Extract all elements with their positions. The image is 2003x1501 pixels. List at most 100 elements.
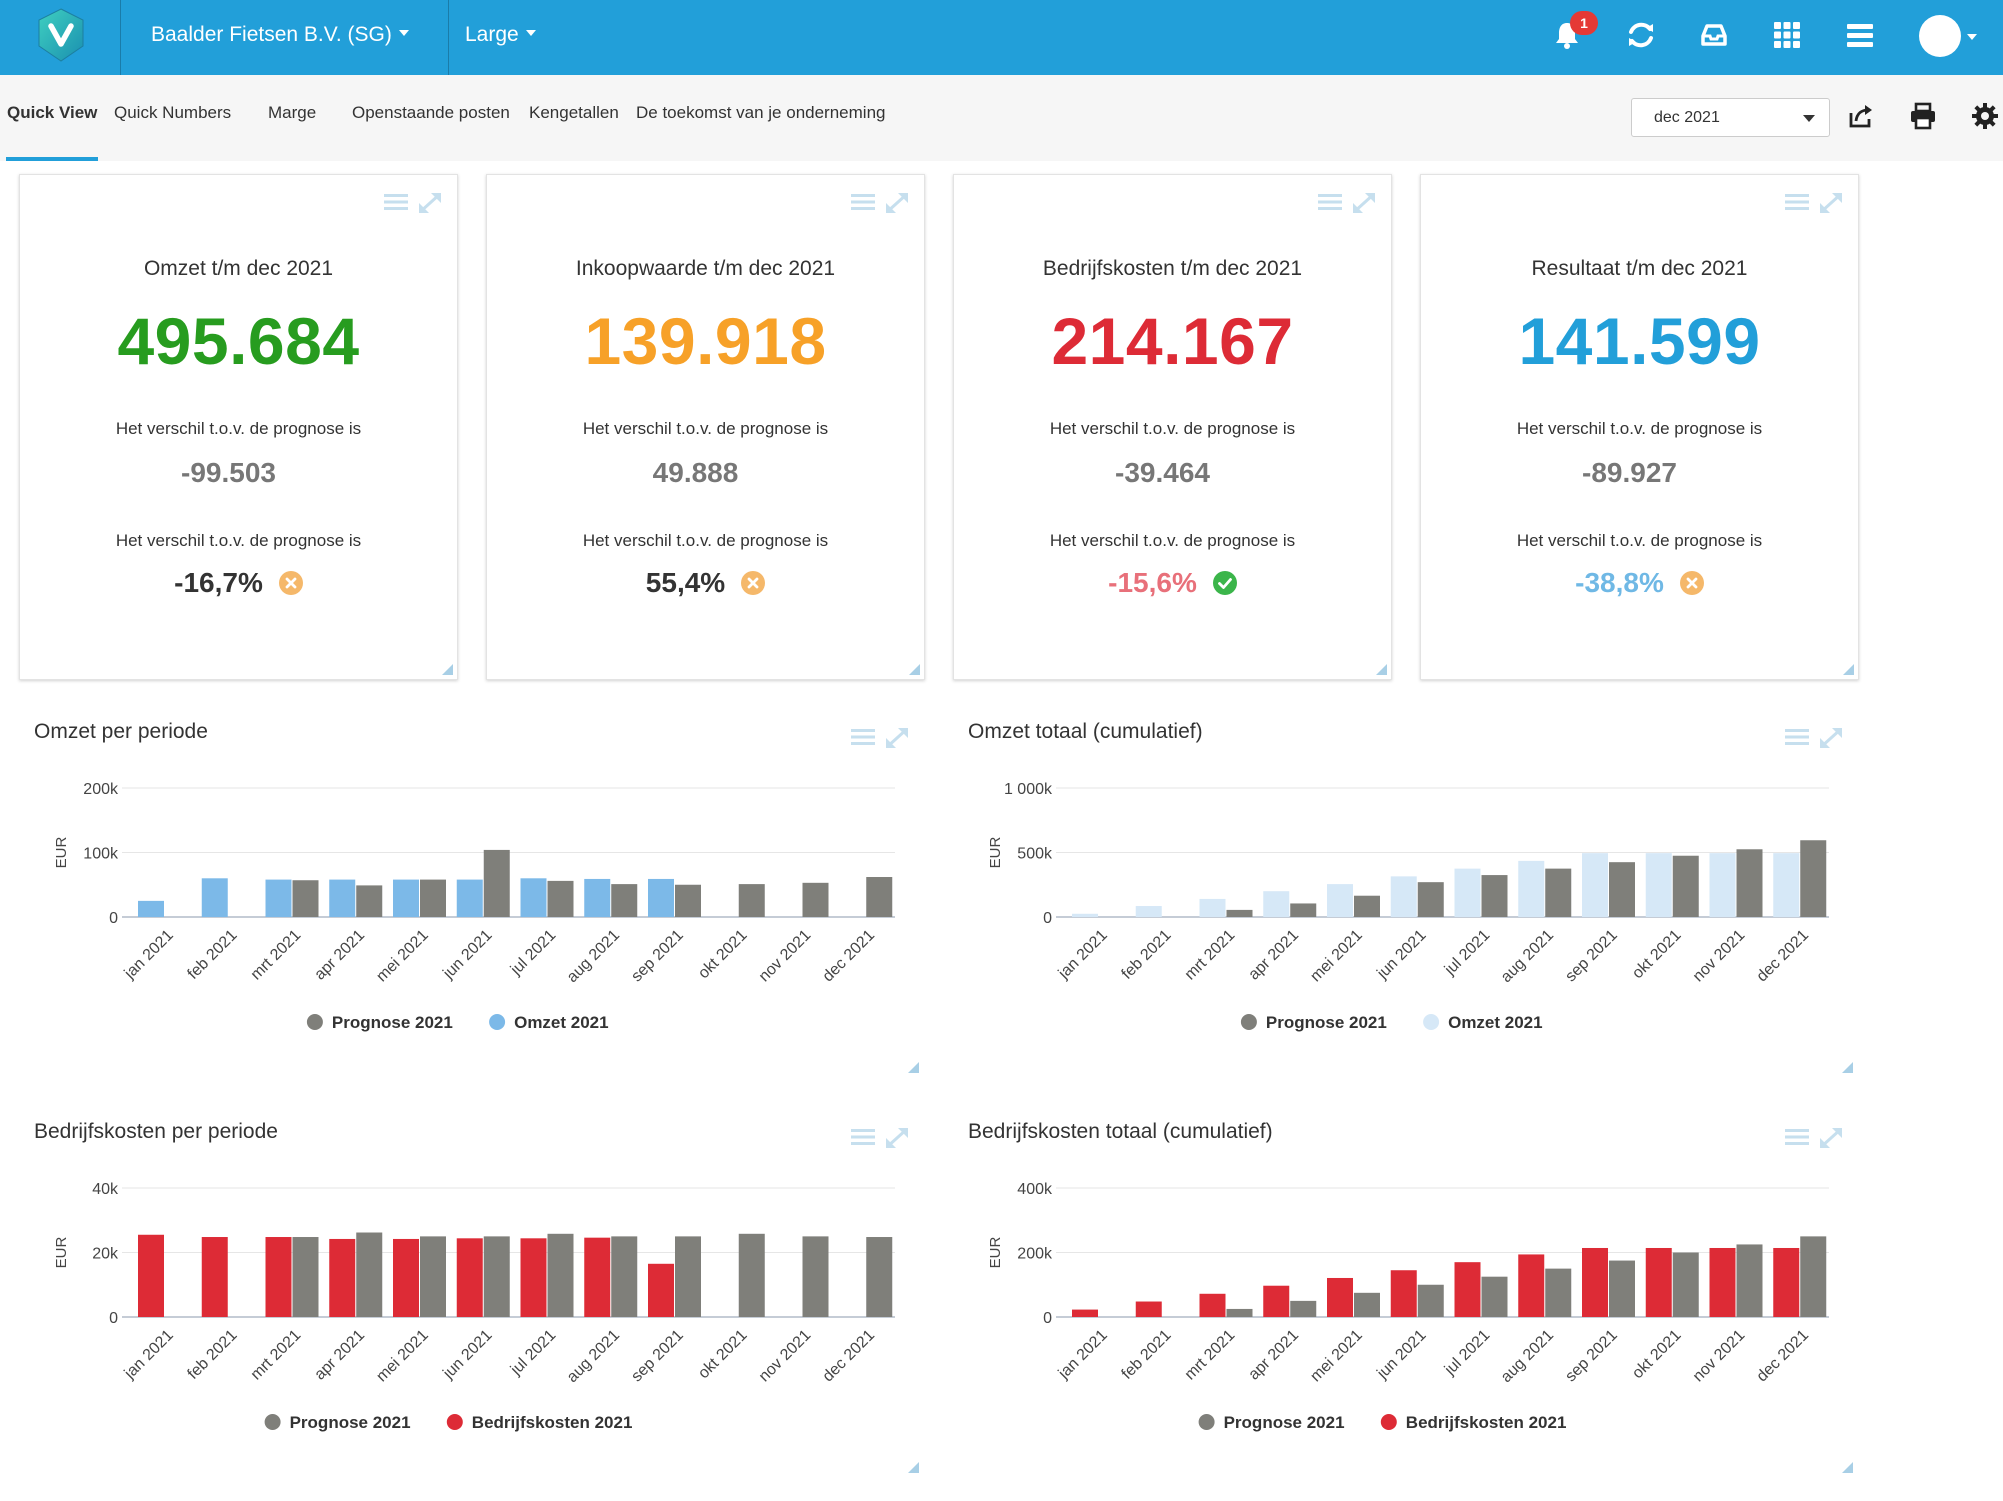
bar-prognose-2021[interactable]: [866, 877, 893, 917]
bar-prognose-2021[interactable]: [547, 1233, 574, 1317]
tab-quick-numbers[interactable]: Quick Numbers: [114, 103, 232, 122]
bar-bedrijfskosten-2021[interactable]: [1454, 1262, 1481, 1317]
bar-omzet-2021[interactable]: [201, 878, 228, 917]
bar-bedrijfskosten-2021[interactable]: [265, 1237, 292, 1317]
legend-item[interactable]: Prognose 2021: [332, 1013, 453, 1032]
bar-omzet-2021[interactable]: [393, 879, 419, 917]
bar-prognose-2021[interactable]: [1290, 1300, 1317, 1317]
expand-icon[interactable]: [884, 191, 910, 215]
bar-prognose-2021[interactable]: [802, 1236, 829, 1317]
bar-omzet-2021[interactable]: [329, 879, 356, 917]
bar-bedrijfskosten-2021[interactable]: [1773, 1247, 1800, 1317]
legend-item[interactable]: Prognose 2021: [1266, 1013, 1387, 1032]
bar-prognose-2021[interactable]: [1672, 855, 1699, 917]
bar-prognose-2021[interactable]: [1481, 1276, 1508, 1317]
bar-omzet-2021[interactable]: [1263, 891, 1290, 917]
bar-prognose-2021[interactable]: [1417, 1284, 1444, 1317]
resize-handle[interactable]: [1843, 664, 1854, 675]
legend-item[interactable]: Prognose 2021: [1224, 1413, 1345, 1432]
avatar[interactable]: [1919, 15, 1961, 57]
period-select[interactable]: dec 2021: [1631, 98, 1830, 137]
resize-handle[interactable]: [1842, 1462, 1853, 1473]
chevron-down-icon[interactable]: [1967, 34, 1977, 40]
panel-menu-icon[interactable]: [1784, 191, 1810, 213]
panel-menu-icon[interactable]: [850, 1126, 876, 1148]
bar-omzet-2021[interactable]: [1518, 860, 1545, 917]
bar-prognose-2021[interactable]: [611, 884, 638, 917]
legend-item[interactable]: Bedrijfskosten 2021: [1406, 1413, 1567, 1432]
bar-prognose-2021[interactable]: [1290, 903, 1317, 917]
bar-prognose-2021[interactable]: [802, 882, 829, 917]
bar-bedrijfskosten-2021[interactable]: [1709, 1247, 1736, 1317]
bar-prognose-2021[interactable]: [1417, 882, 1444, 917]
expand-icon[interactable]: [1818, 191, 1844, 215]
bar-bedrijfskosten-2021[interactable]: [456, 1238, 483, 1317]
bar-prognose-2021[interactable]: [1354, 895, 1380, 917]
resize-handle[interactable]: [908, 1062, 919, 1073]
bar-bedrijfskosten-2021[interactable]: [138, 1234, 164, 1317]
bar-bedrijfskosten-2021[interactable]: [520, 1238, 547, 1317]
expand-icon[interactable]: [1818, 726, 1844, 750]
bar-prognose-2021[interactable]: [292, 880, 319, 917]
panel-menu-icon[interactable]: [1784, 726, 1810, 748]
bar-bedrijfskosten-2021[interactable]: [584, 1237, 611, 1317]
expand-icon[interactable]: [1818, 1126, 1844, 1150]
expand-icon[interactable]: [417, 191, 443, 215]
bar-prognose-2021[interactable]: [1354, 1292, 1380, 1317]
bar-prognose-2021[interactable]: [1609, 1260, 1635, 1317]
bar-bedrijfskosten-2021[interactable]: [329, 1238, 356, 1317]
tab-kengetallen[interactable]: Kengetallen: [529, 103, 619, 122]
bar-bedrijfskosten-2021[interactable]: [1072, 1309, 1098, 1317]
bar-bedrijfskosten-2021[interactable]: [393, 1238, 419, 1317]
bar-omzet-2021[interactable]: [648, 878, 674, 917]
bar-prognose-2021[interactable]: [1545, 868, 1572, 917]
bar-prognose-2021[interactable]: [547, 880, 574, 917]
bar-prognose-2021[interactable]: [1736, 849, 1763, 917]
bar-bedrijfskosten-2021[interactable]: [1327, 1277, 1353, 1317]
bar-bedrijfskosten-2021[interactable]: [1582, 1247, 1608, 1317]
bar-omzet-2021[interactable]: [1454, 868, 1481, 917]
panel-menu-icon[interactable]: [1317, 191, 1343, 213]
bar-prognose-2021[interactable]: [356, 1232, 383, 1317]
panel-menu-icon[interactable]: [1784, 1126, 1810, 1148]
export-icon[interactable]: [1846, 101, 1876, 131]
bar-prognose-2021[interactable]: [738, 884, 765, 917]
resize-handle[interactable]: [1842, 1062, 1853, 1073]
refresh-icon[interactable]: [1622, 16, 1660, 54]
bar-omzet-2021[interactable]: [456, 879, 483, 917]
tab-openstaande-posten[interactable]: Openstaande posten: [352, 103, 510, 122]
tab-quick-view[interactable]: Quick View: [7, 103, 98, 122]
panel-menu-icon[interactable]: [383, 191, 409, 213]
bar-prognose-2021[interactable]: [611, 1236, 638, 1317]
bar-prognose-2021[interactable]: [675, 884, 701, 917]
bar-prognose-2021[interactable]: [356, 885, 383, 917]
bar-bedrijfskosten-2021[interactable]: [1135, 1301, 1162, 1317]
bar-prognose-2021[interactable]: [1609, 862, 1635, 917]
bar-bedrijfskosten-2021[interactable]: [648, 1263, 674, 1317]
legend-item[interactable]: Omzet 2021: [1448, 1013, 1543, 1032]
bar-prognose-2021[interactable]: [1800, 1236, 1827, 1317]
legend-item[interactable]: Omzet 2021: [514, 1013, 609, 1032]
bar-prognose-2021[interactable]: [1226, 909, 1253, 917]
bar-prognose-2021[interactable]: [483, 1236, 510, 1317]
bar-omzet-2021[interactable]: [584, 878, 611, 917]
bar-omzet-2021[interactable]: [1199, 898, 1226, 917]
bar-bedrijfskosten-2021[interactable]: [1518, 1254, 1545, 1317]
legend-item[interactable]: Prognose 2021: [290, 1413, 411, 1432]
bar-bedrijfskosten-2021[interactable]: [1645, 1247, 1672, 1317]
resize-handle[interactable]: [442, 664, 453, 675]
bar-bedrijfskosten-2021[interactable]: [201, 1237, 228, 1317]
bar-prognose-2021[interactable]: [292, 1237, 319, 1317]
bar-omzet-2021[interactable]: [520, 878, 547, 917]
bar-omzet-2021[interactable]: [1709, 853, 1736, 917]
bar-prognose-2021[interactable]: [1672, 1252, 1699, 1318]
bar-omzet-2021[interactable]: [1390, 876, 1417, 917]
bar-bedrijfskosten-2021[interactable]: [1263, 1285, 1290, 1317]
company-dropdown[interactable]: Baalder Fietsen B.V. (SG): [151, 0, 409, 75]
bar-prognose-2021[interactable]: [420, 1236, 446, 1317]
bar-prognose-2021[interactable]: [483, 849, 510, 917]
size-dropdown[interactable]: Large: [465, 0, 536, 75]
bar-prognose-2021[interactable]: [1545, 1268, 1572, 1317]
bar-omzet-2021[interactable]: [1135, 906, 1162, 917]
expand-icon[interactable]: [1351, 191, 1377, 215]
